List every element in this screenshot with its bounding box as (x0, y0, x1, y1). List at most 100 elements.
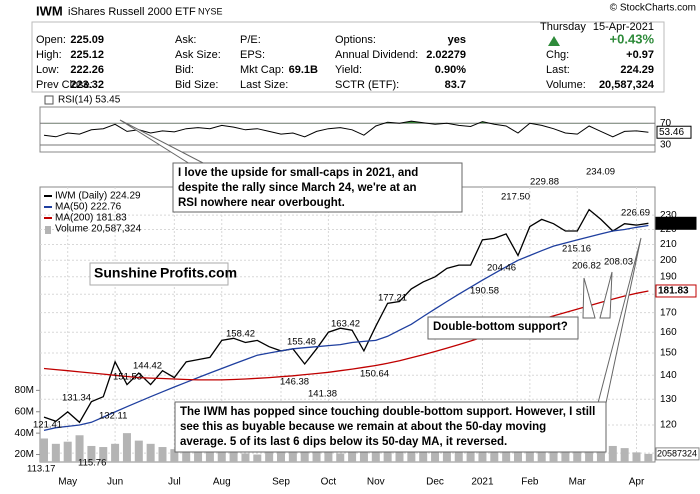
logo-box (89, 262, 229, 286)
field-value: 224.29 (620, 64, 654, 76)
price-label: 206.82 (572, 261, 601, 272)
y-tick-label: 160 (660, 327, 677, 338)
rsi-tick-label: 30 (660, 140, 672, 151)
volume-bar (359, 448, 368, 462)
volume-bar (122, 433, 131, 462)
price-label: 113.17 (27, 464, 55, 475)
volume-bar (194, 450, 203, 462)
volume-bar (277, 449, 285, 462)
legend-swatch (44, 95, 54, 105)
volume-bar (608, 445, 617, 462)
volume-bar (490, 443, 499, 462)
price-label: 150.64 (360, 369, 389, 380)
volume-bar (99, 447, 108, 462)
rsi-tick-label: 70 (660, 118, 672, 129)
price-label: 146.38 (280, 377, 309, 388)
price-label: 217.50 (501, 192, 530, 203)
date: 15-Apr-2021 (593, 21, 654, 33)
rsi-current: 53.46 (659, 127, 684, 138)
logo-second: Profits.com (160, 265, 237, 281)
volume-tick-label: 80M (15, 385, 34, 396)
last-box (655, 284, 697, 298)
x-tick-label: Mar (569, 477, 587, 488)
callout-text: despite the rally since March 24, we're … (178, 182, 417, 194)
field-label: Mkt Cap: (240, 64, 284, 76)
x-tick-label: May (58, 477, 77, 488)
callout-box (172, 162, 463, 213)
series-line (43, 208, 649, 424)
field-label: Last Size: (240, 79, 288, 91)
last-box (655, 447, 700, 461)
x-tick-label: Jun (107, 477, 123, 488)
logo-first: Sunshine (94, 265, 157, 281)
field-label: Annual Dividend: (335, 49, 418, 61)
y-tick-label: 190 (660, 271, 677, 282)
rsi-line (43, 120, 649, 138)
price-label: 158.42 (226, 329, 255, 340)
rsi-title: RSI(14) 53.45 (58, 95, 121, 106)
volume-bar (300, 445, 309, 462)
volume-bar (442, 443, 451, 462)
callout-pointer (119, 119, 206, 165)
field-value: +0.97 (626, 49, 654, 61)
y-tick-label: 130 (660, 394, 677, 405)
volume-bar (265, 450, 274, 462)
field-value: 222.26 (70, 64, 104, 76)
security-name: iShares Russell 2000 ETF (68, 6, 196, 18)
volume-bar (229, 450, 238, 462)
field-value: 20,587,324 (599, 79, 655, 91)
field-label: Volume: (546, 79, 586, 91)
legend-swatch (45, 226, 51, 234)
y-tick-label: 120 (660, 420, 677, 431)
field-value: +0.43% (610, 31, 655, 46)
price-label: 151.53 (113, 372, 142, 383)
field-label: Prev Close: (36, 79, 93, 91)
callout-pointer (582, 277, 596, 319)
callout-text: average. 5 of its last 6 dips below its … (180, 436, 507, 448)
x-tick-label: Sep (272, 477, 290, 488)
price-label: 226.69 (621, 208, 650, 219)
weekday: Thursday (540, 21, 586, 33)
field-label: Options: (335, 34, 376, 46)
callout-box (427, 316, 579, 340)
volume-bar (40, 438, 48, 462)
last-value: 181.83 (658, 286, 689, 297)
field-label: High: (36, 49, 62, 61)
volume-bar (431, 447, 440, 462)
y-tick-label: 210 (660, 239, 677, 250)
field-value: 69.1B (289, 64, 318, 76)
price-label: 121.41 (33, 420, 62, 431)
volume-bar (87, 445, 96, 462)
series-line (43, 224, 649, 432)
last-value: 224.29 (658, 218, 689, 229)
price-label: 208.03 (604, 257, 633, 268)
x-tick-label: Aug (213, 477, 231, 488)
last-volume: 20587324 (657, 448, 697, 458)
field-label: P/E: (240, 34, 261, 46)
y-tick-label: 150 (660, 348, 677, 359)
volume-bar (407, 445, 416, 462)
volume-bar (253, 454, 262, 462)
field-value: 2.02279 (426, 49, 466, 61)
legend-label: IWM (Daily) 224.29 (55, 191, 141, 202)
y-tick-label: 200 (660, 255, 677, 266)
price-label: 144.42 (133, 361, 162, 372)
x-tick-label: Jul (168, 477, 181, 488)
volume-bar (537, 448, 546, 462)
field-label: Ask: (175, 34, 196, 46)
price-label: 190.58 (470, 286, 499, 297)
field-value: 0.90% (435, 64, 466, 76)
volume-bar (620, 448, 629, 462)
volume-bar (170, 449, 179, 462)
current-box (656, 125, 692, 139)
price-label: 132.11 (99, 411, 127, 422)
price-label: 204.46 (487, 263, 516, 274)
volume-bar (111, 443, 120, 462)
volume-bar (549, 445, 558, 462)
field-label: Bid: (175, 64, 194, 76)
volume-bar (217, 452, 226, 462)
callout-text: The IWM has popped since touching double… (180, 406, 595, 418)
legend-label: Volume 20,587,324 (55, 224, 142, 235)
x-tick-label: Oct (321, 477, 337, 488)
